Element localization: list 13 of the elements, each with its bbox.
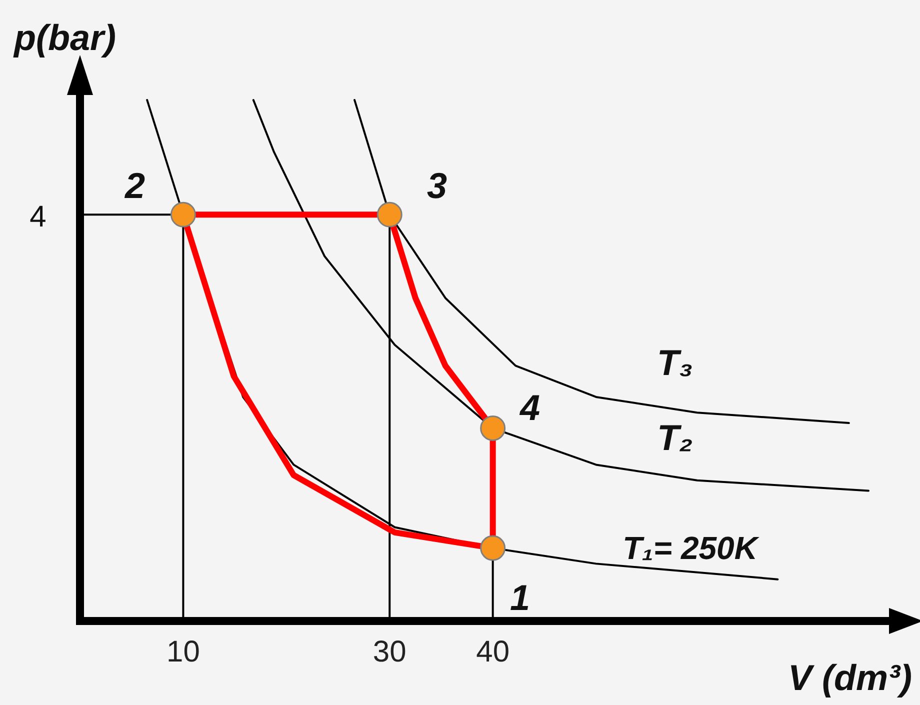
annotation: T₂	[657, 416, 693, 458]
annotation: 1	[510, 576, 530, 618]
annotation: T₁= 250K	[622, 530, 760, 566]
annotation: 2	[124, 164, 146, 206]
y-axis-title: p(bar)	[13, 16, 116, 58]
annotation: 3	[426, 164, 448, 206]
text: 4	[30, 200, 46, 234]
x-tick-label: 40	[476, 635, 510, 668]
annotation: T₃	[657, 342, 693, 383]
x-tick-label: 10	[166, 635, 200, 668]
annotation: 4	[518, 386, 540, 428]
x-tick-label: 30	[372, 635, 406, 668]
x-axis-title: V (dm³)	[788, 656, 912, 698]
